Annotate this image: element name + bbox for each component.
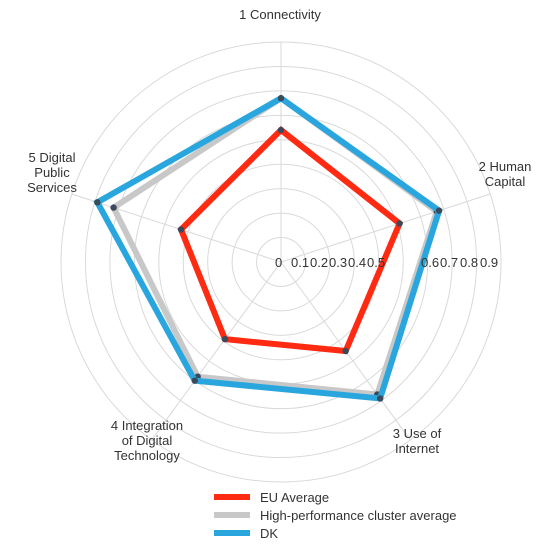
series-line-dk	[93, 94, 443, 402]
data-point-dk	[376, 395, 384, 402]
axis-label: 4 Integration of Digital Technology	[111, 418, 183, 463]
grid-spoke	[71, 193, 282, 263]
data-point-dk	[94, 199, 101, 206]
tick-label: 0	[275, 255, 282, 270]
tick-label: 0.3	[329, 255, 347, 270]
data-point-dk	[277, 95, 285, 102]
axis-label: 3 Use of Internet	[393, 426, 442, 456]
tick-label: 0.1	[291, 255, 309, 270]
data-point-eu-average	[277, 126, 285, 134]
axis-label: 5 Digital Public Services	[27, 150, 77, 195]
tick-label: 0.2	[310, 255, 328, 270]
radial-tick-labels: 0 0.1 0.2 0.3 0.4 0.5 0.6 0.7 0.8 0.9	[275, 255, 498, 270]
legend-swatch	[214, 512, 250, 518]
tick-label: 0.6	[421, 255, 439, 270]
legend-swatch	[214, 530, 250, 536]
axis-label: 2 Human Capital	[479, 159, 532, 189]
series-line-eu-average	[177, 125, 404, 355]
tick-label: 0.7	[440, 255, 458, 270]
data-point-dk	[435, 207, 443, 214]
axis-labels: 1 Connectivity 2 Human Capital 3 Use of Inte…	[27, 7, 531, 463]
legend-item-dk[interactable]: DK	[214, 524, 457, 542]
legend-item-eu-average[interactable]: EU Average	[214, 488, 457, 506]
tick-label: 0.4	[348, 255, 366, 270]
axis-label: 1 Connectivity	[239, 7, 321, 22]
tick-label: 0.5	[367, 255, 385, 270]
data-point-high-performance-cluster-average	[110, 204, 117, 211]
legend-swatch	[214, 494, 250, 500]
radar-grid	[60, 41, 502, 483]
tick-label: 0.9	[480, 255, 498, 270]
data-point-dk	[191, 377, 198, 384]
legend-label: High-performance cluster average	[260, 507, 457, 523]
grid-spoke	[280, 193, 491, 263]
grid-spoke	[151, 261, 282, 441]
legend: EU Average High-performance cluster aver…	[214, 488, 457, 542]
data-point-eu-average	[396, 220, 403, 227]
radar-series	[93, 94, 443, 402]
data-point-eu-average	[221, 335, 229, 343]
data-point-eu-average	[342, 347, 349, 355]
data-point-eu-average	[177, 226, 185, 233]
tick-label: 0.8	[460, 255, 478, 270]
legend-label: EU Average	[260, 489, 330, 505]
legend-label: DK	[260, 525, 279, 541]
legend-item-high-performance-cluster-average[interactable]: High-performance cluster average	[214, 506, 457, 524]
